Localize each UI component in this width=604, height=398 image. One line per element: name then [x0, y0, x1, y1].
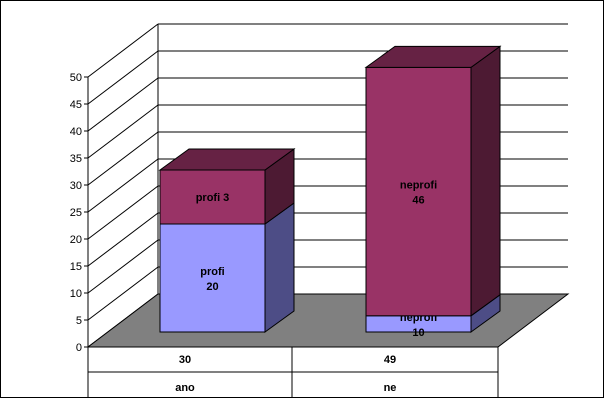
gridline-side [87, 131, 159, 186]
y-tick-label: 20 [70, 234, 82, 246]
gridline-side [87, 266, 159, 321]
category-tick-label: ano [175, 382, 195, 394]
data-label-value: 20 [206, 281, 218, 293]
data-label-name: profi [200, 266, 224, 278]
bar-side-profi-ano [264, 202, 295, 333]
y-tick-label: 40 [70, 126, 82, 138]
bar-segment-neprofi-ne [365, 66, 472, 317]
y-axis: 0 5 10 15 20 25 30 35 40 45 50 [70, 72, 88, 354]
y-tick-label: 50 [70, 72, 82, 84]
bar-top-ne [364, 45, 502, 68]
y-tick-label: 30 [70, 180, 82, 192]
gridline-side [87, 77, 159, 132]
bar-top-ano [158, 148, 296, 171]
y-tick-label: 0 [76, 342, 82, 354]
gridline-side [87, 104, 159, 159]
gridline-side [87, 50, 159, 105]
gridline-side [87, 212, 159, 267]
y-tick-label: 15 [70, 261, 82, 273]
data-label-value: 10 [412, 327, 424, 339]
category-total-label: 49 [384, 354, 396, 366]
gridline-side [87, 158, 159, 213]
category-tick-label: ne [384, 382, 397, 394]
bar-segment-profi-ano [159, 223, 266, 333]
bar-side-neprofi-ne [470, 45, 501, 317]
data-label-name: neprofi [400, 180, 437, 192]
category-table: 30 ano 49 ne [87, 347, 499, 398]
category-total-label: 30 [179, 354, 191, 366]
data-label-value: 46 [412, 195, 424, 207]
gridline-side [87, 239, 159, 294]
gridline-side [87, 23, 159, 78]
bar-segment-neprofi-ano [159, 169, 266, 225]
y-tick-label: 25 [70, 207, 82, 219]
y-tick-label: 35 [70, 153, 82, 165]
y-tick-label: 45 [70, 99, 82, 111]
gridline-side [87, 185, 159, 240]
data-label-name: profi 3 [196, 192, 230, 204]
y-tick-label: 10 [70, 288, 82, 300]
y-tick-label: 5 [76, 315, 82, 327]
